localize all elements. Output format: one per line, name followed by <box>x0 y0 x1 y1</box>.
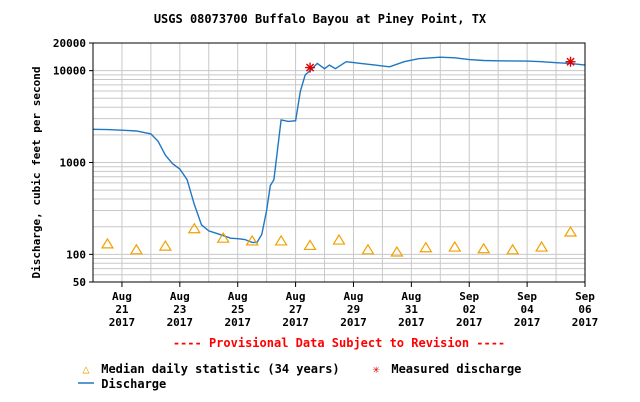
x-tick-label: Aug <box>401 290 421 303</box>
x-tick-label: 2017 <box>167 316 194 329</box>
median-point <box>187 222 201 234</box>
x-tick-label: 2017 <box>398 316 425 329</box>
x-tick-label: 04 <box>520 303 534 316</box>
x-tick-label: 31 <box>405 303 419 316</box>
plot-frame <box>92 42 586 283</box>
x-tick-label: 2017 <box>340 316 367 329</box>
x-tick-label: Aug <box>228 290 248 303</box>
x-tick-label: 25 <box>231 303 244 316</box>
axis-ticks: 5010010001000020000Aug212017Aug232017Aug… <box>53 37 598 329</box>
median-point <box>390 245 404 257</box>
asterisk-icon: ✳ <box>372 362 380 376</box>
x-tick-label: 02 <box>463 303 476 316</box>
x-tick-label: Aug <box>112 290 132 303</box>
chart-title: USGS 08073700 Buffalo Bayou at Piney Poi… <box>153 12 487 26</box>
x-tick-label: 27 <box>289 303 302 316</box>
median-point <box>129 243 143 255</box>
y-tick-label: 20000 <box>53 37 86 50</box>
series-line-discharge <box>92 56 586 244</box>
x-tick-label: Aug <box>170 290 190 303</box>
x-tick-label: 2017 <box>456 316 483 329</box>
median-point <box>274 234 288 246</box>
median-point <box>563 225 578 237</box>
y-axis-label: Discharge, cubic feet per second <box>30 67 43 279</box>
x-tick-label: Sep <box>575 290 595 303</box>
x-tick-label: Sep <box>517 290 537 303</box>
x-tick-label: 2017 <box>282 316 309 329</box>
median-point <box>245 234 259 246</box>
legend-label-median: Median daily statistic (34 years) <box>101 362 340 376</box>
measured-point <box>565 56 576 67</box>
x-tick-label: 06 <box>578 303 592 316</box>
legend-item-median: △ Median daily statistic (34 years) ✳ Me… <box>78 362 521 377</box>
x-tick-label: 2017 <box>514 316 541 329</box>
median-point <box>477 242 491 254</box>
grid-lines <box>92 43 586 282</box>
median-point <box>332 233 346 245</box>
y-tick-label: 50 <box>73 276 86 289</box>
legend: △ Median daily statistic (34 years) ✳ Me… <box>78 362 521 392</box>
series-layer <box>92 56 586 257</box>
measured-point <box>305 62 316 73</box>
x-tick-label: Aug <box>286 290 306 303</box>
median-point <box>303 239 317 251</box>
median-point <box>419 241 433 253</box>
y-tick-label: 1000 <box>60 157 87 170</box>
y-tick-label: 10000 <box>53 65 86 78</box>
x-tick-label: 2017 <box>224 316 251 329</box>
median-point <box>158 239 172 251</box>
median-point <box>506 243 520 255</box>
median-point <box>448 240 462 252</box>
x-tick-label: Sep <box>459 290 479 303</box>
median-point <box>361 243 375 255</box>
x-tick-label: 2017 <box>109 316 136 329</box>
x-tick-label: 29 <box>347 303 360 316</box>
triangle-icon: △ <box>82 362 90 376</box>
legend-label-discharge: Discharge <box>101 377 167 391</box>
provisional-notice: ---- Provisional Data Subject to Revisio… <box>172 336 506 350</box>
y-tick-label: 100 <box>66 248 86 261</box>
legend-item-discharge: Discharge <box>78 377 521 392</box>
median-point <box>216 232 230 243</box>
x-tick-label: 23 <box>173 303 186 316</box>
line-swatch-icon <box>78 377 94 392</box>
x-tick-label: 21 <box>115 303 129 316</box>
median-point <box>535 240 549 252</box>
median-point <box>100 237 115 249</box>
x-tick-label: 2017 <box>572 316 599 329</box>
legend-label-measured: Measured discharge <box>391 362 522 376</box>
x-tick-label: Aug <box>344 290 364 303</box>
